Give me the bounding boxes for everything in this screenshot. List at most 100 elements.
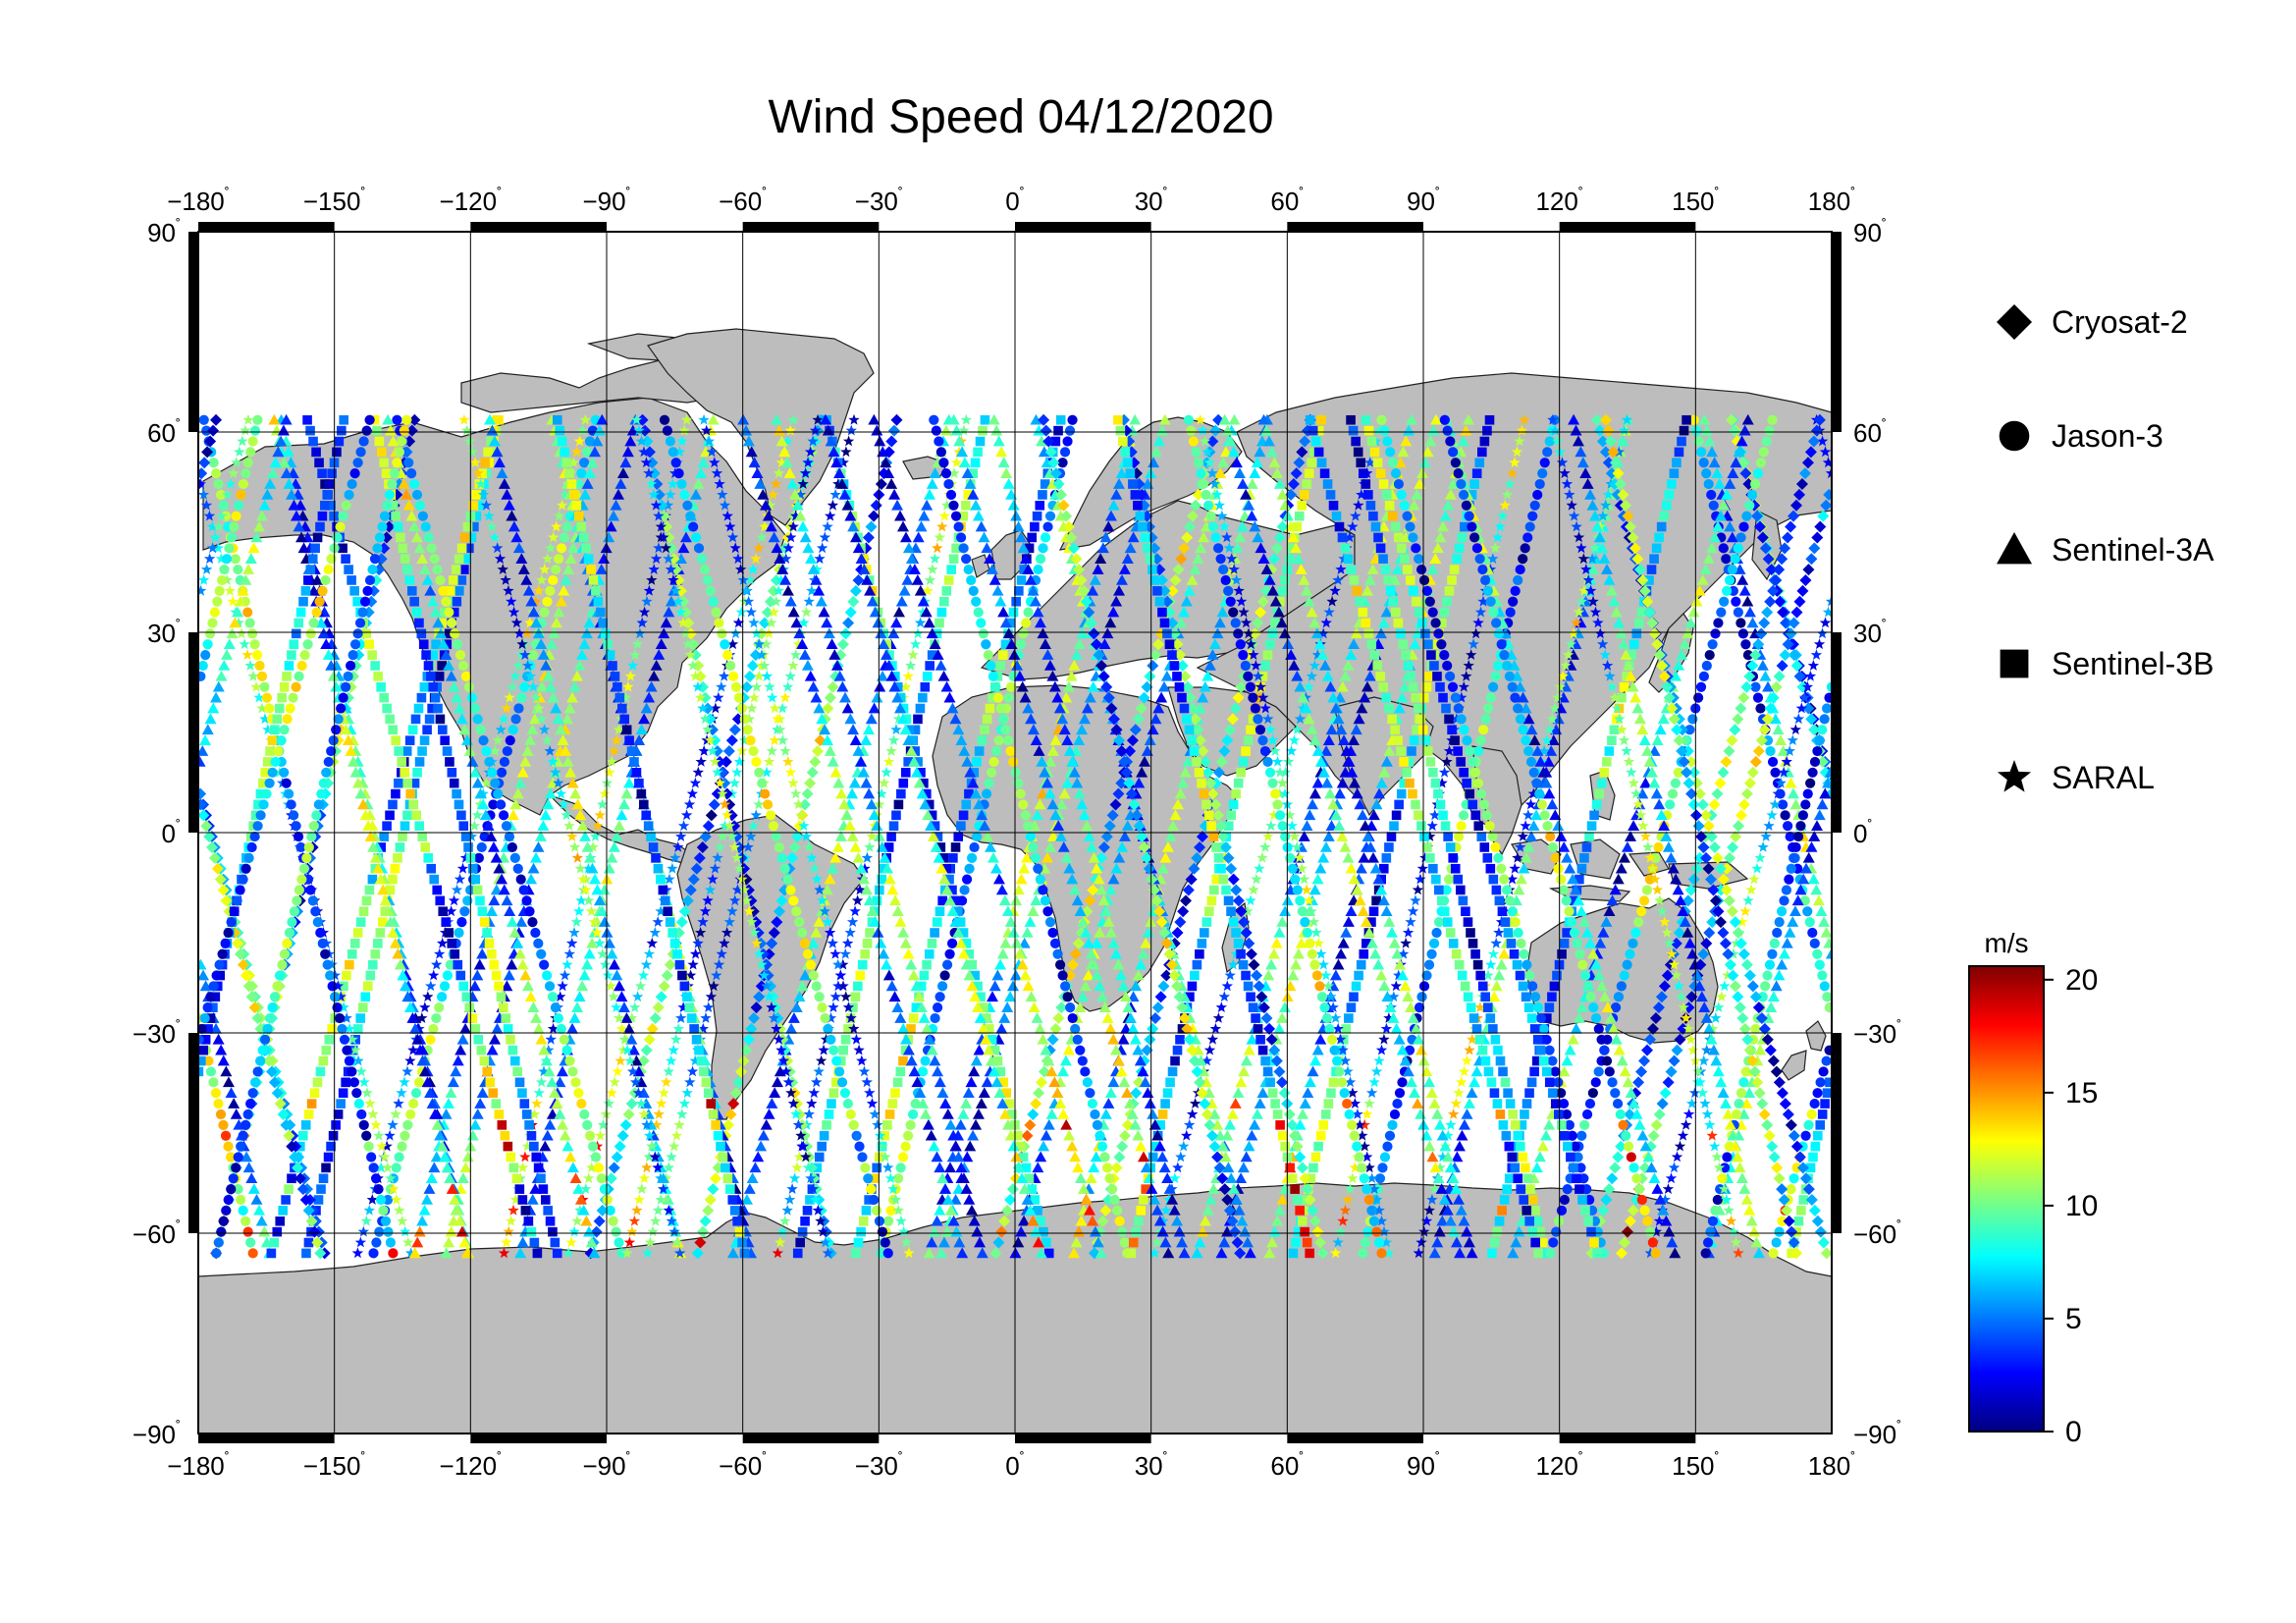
wind-speed-observation: [326, 1141, 336, 1152]
wind-speed-observation: [479, 1055, 490, 1066]
wind-speed-observation: [486, 1044, 499, 1055]
wind-speed-observation: [1765, 564, 1778, 576]
wind-speed-observation: [286, 799, 296, 810]
wind-speed-observation: [806, 766, 819, 779]
wind-speed-observation: [1337, 937, 1350, 948]
wind-speed-observation: [643, 947, 656, 959]
wind-speed-observation: [1057, 458, 1068, 468]
wind-speed-observation: [1762, 735, 1774, 746]
wind-speed-observation: [1405, 413, 1417, 425]
wind-speed-observation: [1226, 906, 1236, 917]
wind-speed-observation: [364, 831, 377, 841]
wind-speed-observation: [545, 542, 557, 554]
wind-speed-observation: [1272, 1109, 1283, 1119]
wind-speed-observation: [564, 468, 574, 478]
wind-speed-observation: [894, 510, 907, 521]
wind-speed-observation: [562, 564, 575, 574]
wind-speed-observation: [1785, 831, 1795, 842]
wind-speed-observation: [861, 1076, 873, 1088]
wind-speed-observation: [352, 928, 363, 938]
wind-speed-observation: [787, 606, 800, 618]
wind-speed-observation: [1090, 1151, 1102, 1163]
wind-speed-observation: [682, 500, 693, 511]
wind-speed-observation: [1415, 467, 1428, 478]
wind-speed-observation: [781, 584, 794, 596]
wind-speed-observation: [785, 885, 796, 895]
wind-speed-observation: [1144, 670, 1156, 682]
wind-speed-observation: [1022, 702, 1035, 714]
wind-speed-observation: [361, 895, 372, 906]
wind-speed-observation: [877, 446, 889, 458]
wind-speed-observation: [934, 618, 944, 628]
wind-speed-observation: [1075, 1172, 1088, 1184]
wind-speed-observation: [1367, 809, 1380, 821]
wind-speed-observation: [738, 734, 751, 745]
wind-speed-observation: [1148, 565, 1157, 574]
wind-speed-observation: [1818, 916, 1831, 927]
wind-speed-observation: [247, 628, 258, 639]
wind-speed-observation: [894, 916, 907, 927]
wind-speed-observation: [439, 1151, 452, 1163]
wind-speed-observation: [1074, 905, 1087, 917]
wind-speed-observation: [1154, 991, 1167, 1003]
wind-speed-observation: [518, 885, 529, 895]
wind-speed-observation: [999, 1108, 1012, 1119]
wind-speed-observation: [524, 617, 536, 628]
wind-speed-observation: [726, 905, 738, 917]
wind-speed-observation: [511, 1173, 522, 1184]
wind-speed-observation: [943, 1162, 956, 1173]
wind-speed-observation: [729, 627, 742, 639]
wind-speed-observation: [811, 981, 822, 992]
wind-speed-observation: [936, 607, 947, 618]
wind-speed-observation: [1311, 1044, 1324, 1055]
wind-speed-observation: [664, 958, 676, 971]
wind-speed-observation: [546, 638, 559, 650]
wind-speed-observation: [318, 1173, 329, 1184]
wind-speed-observation: [626, 424, 639, 436]
wind-speed-observation: [394, 1152, 404, 1163]
wind-speed-observation: [1025, 573, 1038, 585]
wind-speed-observation: [892, 1204, 904, 1216]
wind-speed-observation: [558, 798, 569, 810]
wind-speed-observation: [1027, 532, 1038, 543]
wind-speed-observation: [880, 1130, 890, 1141]
wind-speed-observation: [474, 501, 484, 511]
wind-speed-observation: [438, 906, 449, 917]
wind-speed-observation: [1037, 1033, 1049, 1045]
wind-speed-observation: [885, 435, 898, 448]
wind-speed-observation: [1075, 1045, 1086, 1055]
wind-speed-observation: [428, 650, 438, 660]
wind-speed-observation: [897, 520, 910, 532]
wind-speed-observation: [807, 564, 820, 574]
wind-speed-observation: [552, 713, 564, 725]
wind-speed-observation: [600, 1109, 613, 1119]
wind-speed-observation: [677, 970, 687, 981]
wind-speed-observation: [1007, 499, 1020, 511]
wind-speed-observation: [1015, 873, 1028, 885]
wind-speed-observation: [832, 958, 844, 970]
wind-speed-observation: [1298, 831, 1310, 841]
wind-speed-observation: [591, 435, 604, 447]
wind-speed-observation: [580, 1183, 592, 1194]
wind-speed-observation: [527, 1001, 540, 1012]
wind-speed-observation: [768, 927, 780, 939]
wind-speed-observation: [1314, 1033, 1327, 1045]
wind-speed-observation: [714, 777, 726, 788]
wind-speed-observation: [458, 981, 469, 992]
wind-speed-observation: [1010, 894, 1023, 906]
wind-speed-observation: [1805, 713, 1818, 726]
wind-speed-observation: [472, 467, 484, 478]
wind-speed-observation: [802, 1206, 813, 1216]
wind-speed-observation: [736, 703, 747, 714]
wind-speed-observation: [375, 1162, 387, 1173]
wind-speed-observation: [924, 799, 934, 810]
wind-speed-observation: [679, 489, 690, 501]
wind-speed-observation: [1179, 703, 1190, 714]
wind-speed-observation: [611, 1001, 622, 1012]
wind-speed-observation: [1042, 1118, 1055, 1130]
wind-speed-observation: [920, 681, 931, 692]
wind-speed-observation: [968, 585, 979, 596]
wind-speed-observation: [854, 884, 866, 895]
wind-speed-observation: [766, 745, 778, 756]
wind-speed-observation: [1232, 691, 1245, 704]
